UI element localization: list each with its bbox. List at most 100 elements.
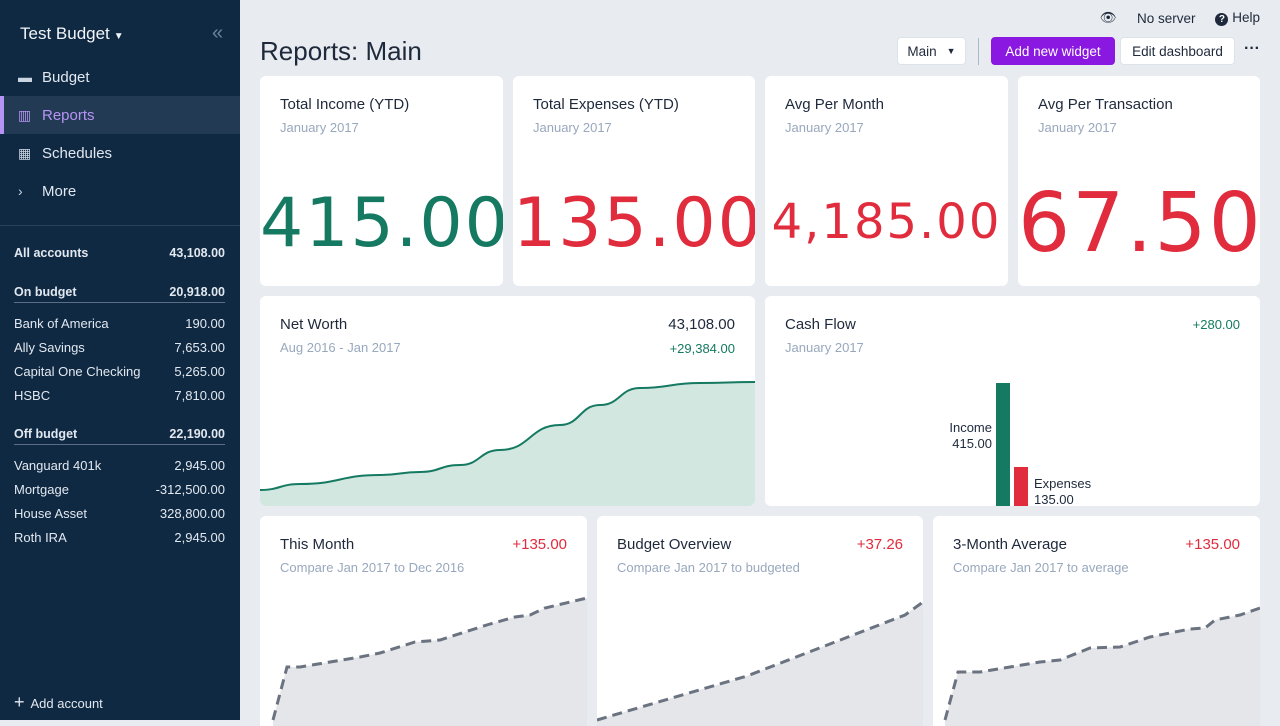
card-title: Avg Per Transaction [1038,96,1173,113]
topbar: 👁 No server ? Help [1100,10,1260,26]
caret-down-icon: ▼ [946,46,956,56]
label: Expenses [1034,476,1092,491]
account-item[interactable]: Mortgage -312,500.00 [14,482,225,497]
label: Off budget [14,427,78,441]
net-worth-area [260,382,755,506]
budget-name: Test Budget [20,24,110,43]
plus-icon: + [14,692,25,712]
label: Help [1232,10,1260,25]
income-label: Income 415.00 [949,420,992,452]
summary-card[interactable]: Avg Per Transaction January 2017 67.50 [1018,76,1260,286]
card-subtitle: January 2017 [533,120,612,135]
account-item[interactable]: Ally Savings 7,653.00 [14,340,225,355]
net-worth-card[interactable]: Net Worth Aug 2016 - Jan 2017 43,108.00 … [260,296,755,506]
spending-value: +37.26 [856,536,903,553]
account-name: House Asset [14,506,87,521]
cash-flow-card[interactable]: Cash Flow January 2017 +280.00 Income 415… [765,296,1260,506]
card-subtitle: January 2017 [785,120,864,135]
card-subtitle: January 2017 [1038,120,1117,135]
card-subtitle: Aug 2016 - Jan 2017 [280,340,401,355]
dashboard-select[interactable]: Main ▼ [897,37,966,65]
balance: 22,190.00 [169,427,225,441]
card-subtitle: January 2017 [280,120,359,135]
net-worth-chart [260,381,755,506]
summary-card[interactable]: Total Expenses (YTD) January 2017 135.00 [513,76,755,286]
caret-down-icon: ▼ [113,31,124,42]
spending-card[interactable]: Budget Overview Compare Jan 2017 to budg… [597,516,923,726]
all-accounts[interactable]: All accounts 43,108.00 [14,246,225,260]
account-item[interactable]: Bank of America 190.00 [14,316,225,331]
spending-card[interactable]: This Month Compare Jan 2017 to Dec 2016 … [260,516,587,726]
card-title: Budget Overview [617,536,732,553]
cash-flow-total: +280.00 [1192,317,1240,332]
net-worth-value: 43,108.00 [668,316,735,333]
divider [978,38,979,65]
summary-value: 4,185.00 [771,194,1002,250]
card-subtitle: Compare Jan 2017 to Dec 2016 [280,560,465,575]
account-item[interactable]: HSBC 7,810.00 [14,388,225,403]
account-balance: 2,945.00 [174,530,225,545]
edit-dashboard-button[interactable]: Edit dashboard [1120,37,1235,65]
account-balance: 5,265.00 [174,364,225,379]
wallet-icon: ▬ [18,69,32,85]
net-worth-change: +29,384.00 [669,341,735,356]
add-widget-button[interactable]: Add new widget [991,37,1115,65]
net-worth-line [260,381,755,491]
sidebar-item-budget[interactable]: ▬ Budget [0,58,240,96]
value: 415.00 [952,436,992,451]
account-name: Mortgage [14,482,69,497]
account-name: Vanguard 401k [14,458,102,473]
spending-card[interactable]: 3-Month Average Compare Jan 2017 to aver… [933,516,1260,726]
account-balance: 7,810.00 [174,388,225,403]
card-title: Avg Per Month [785,96,884,113]
spending-chart [597,600,923,726]
value: 135.00 [1034,492,1074,506]
page-title: Reports: Main [260,36,422,66]
add-account-button[interactable]: + Add account [14,692,103,713]
spending-line [271,596,587,721]
sidebar-item-schedules[interactable]: ▦ Schedules [0,134,240,172]
server-status[interactable]: No server [1136,10,1196,26]
sidebar-item-more[interactable]: › More [0,172,240,210]
cash-flow-bar-income [996,383,1010,506]
balance: 43,108.00 [169,246,225,260]
label: Main [907,43,937,59]
account-balance: 2,945.00 [174,458,225,473]
card-title: Total Expenses (YTD) [533,96,679,113]
card-subtitle: Compare Jan 2017 to budgeted [617,560,800,575]
on-budget-group[interactable]: On budget 20,918.00 [14,285,225,303]
account-item[interactable]: Roth IRA 2,945.00 [14,530,225,545]
budget-name-menu[interactable]: Test Budget ▼ [20,24,124,44]
account-item[interactable]: Capital One Checking 5,265.00 [14,364,225,379]
calendar-icon: ▦ [18,144,32,161]
card-title: 3-Month Average [953,536,1067,553]
summary-card[interactable]: Avg Per Month January 2017 4,185.00 [765,76,1008,286]
sidebar: Test Budget ▼ « ▬ Budget ▥ Reports ▦ Schedul… [0,0,240,720]
label: On budget [14,285,77,299]
spending-chart [943,606,1260,726]
account-balance: 190.00 [185,316,225,331]
card-title: Cash Flow [785,316,856,333]
expenses-label: Expenses 135.00 [1034,476,1091,506]
summary-value: 415.00 [260,184,503,263]
sidebar-item-reports[interactable]: ▥ Reports [0,96,240,134]
privacy-eye-icon[interactable]: 👁 [1099,10,1117,25]
summary-card[interactable]: Total Income (YTD) January 2017 415.00 [260,76,503,286]
spending-line [943,606,1260,721]
card-title: This Month [280,536,355,553]
more-menu-icon[interactable]: ··· [1244,40,1260,57]
nav-label: Budget [42,68,90,86]
account-name: Bank of America [14,316,109,331]
collapse-sidebar-icon[interactable]: « [212,22,224,44]
card-title: Net Worth [280,316,348,333]
spending-area [945,608,1260,726]
account-item[interactable]: House Asset 328,800.00 [14,506,225,521]
off-budget-group[interactable]: Off budget 22,190.00 [14,427,225,445]
card-subtitle: January 2017 [785,340,864,355]
card-subtitle: Compare Jan 2017 to average [953,560,1129,575]
divider [0,225,240,226]
help-button[interactable]: ? Help [1215,10,1260,26]
account-item[interactable]: Vanguard 401k 2,945.00 [14,458,225,473]
spending-area [273,598,587,726]
spending-value: +135.00 [1185,536,1240,553]
